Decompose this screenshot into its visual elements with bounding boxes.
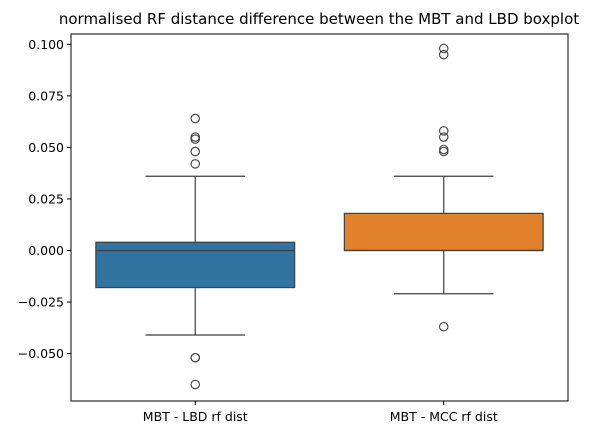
y-tick-label: −0.050 (18, 346, 64, 361)
outlier-point (190, 352, 201, 363)
outlier-point (438, 126, 449, 136)
plot-frame (70, 33, 569, 402)
outlier-point (438, 144, 449, 155)
outlier-point (190, 379, 201, 390)
outlier-point (438, 43, 449, 54)
outlier-point (438, 322, 449, 332)
boxes-group (95, 43, 544, 390)
outlier-point (190, 134, 201, 144)
x-axis: MBT - LBD rf dist MBT - MCC rf dist (143, 401, 498, 424)
box-group (95, 113, 296, 390)
outlier-point (438, 132, 449, 142)
y-tick-label: 0.000 (28, 243, 64, 258)
outlier-point (190, 132, 201, 142)
y-tick-label: 0.050 (28, 140, 64, 155)
y-axis: −0.050 −0.025 0.000 0.025 0.050 0.075 0.100 (18, 37, 71, 361)
box-iqr (95, 241, 296, 289)
y-tick-label: 0.025 (28, 191, 64, 206)
x-tick-label: MBT - MCC rf dist (390, 409, 498, 424)
outlier-point (190, 146, 201, 157)
y-tick-label: 0.075 (28, 88, 64, 103)
box-group (343, 43, 544, 332)
box-iqr (343, 212, 544, 252)
outlier-point (438, 146, 449, 157)
outlier-point (190, 113, 201, 124)
y-tick-label: −0.025 (18, 295, 64, 310)
chart-title: normalised RF distance difference betwee… (59, 10, 579, 28)
x-tick-label: MBT - LBD rf dist (143, 409, 248, 424)
outlier-point (190, 159, 201, 169)
outlier-point (438, 49, 449, 60)
y-tick-label: 0.100 (28, 37, 64, 52)
